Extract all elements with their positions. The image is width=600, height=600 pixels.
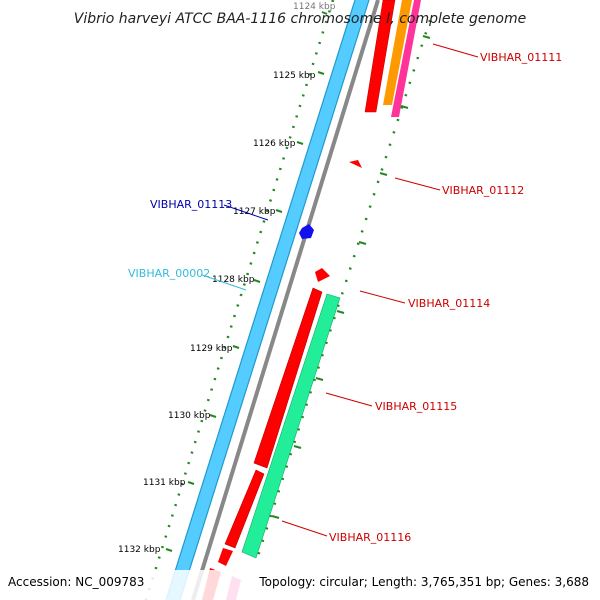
gene-callouts <box>201 43 479 537</box>
outer-ruler-tick <box>336 310 345 314</box>
callout-line <box>281 520 328 537</box>
gene-label-01114: VIBHAR_01114 <box>408 297 490 310</box>
ruler-tick-label: 1131 kbp <box>143 478 186 488</box>
outer-ruler-tick <box>379 172 388 176</box>
cds-feature-01111 <box>364 0 396 113</box>
orange-feature <box>383 0 412 105</box>
outer-ruler-tick <box>271 515 280 519</box>
ruler-tick <box>317 71 325 75</box>
ruler-tick <box>165 548 173 552</box>
ruler-tick <box>187 481 195 485</box>
gene-label-01116: VIBHAR_01116 <box>329 531 411 544</box>
gene-label-01115: VIBHAR_01115 <box>375 400 457 413</box>
ruler-tick-label: 1125 kbp <box>273 71 316 81</box>
backbone-edge-right <box>179 0 370 600</box>
ruler-tick-label: 1130 kbp <box>168 411 211 421</box>
cds-feature-01115 <box>253 287 323 469</box>
map-title: Vibrio harveyi ATCC BAA-1116 chromosome … <box>74 11 526 27</box>
gc-content-line <box>191 0 380 600</box>
ruler-labels: 1124 kbp 1125 kbp 1126 kbp 1127 kbp 1128… <box>118 2 336 555</box>
ruler-tick-label: 1127 kbp <box>233 207 276 217</box>
gene-label-01111: VIBHAR_01111 <box>480 51 562 64</box>
ruler-ticks <box>165 11 328 552</box>
footer-background <box>0 570 600 600</box>
ruler-tick-label: 1128 kbp <box>212 275 255 285</box>
callout-line <box>325 392 373 407</box>
gene-label-01112: VIBHAR_01112 <box>442 184 524 197</box>
green-feature <box>241 293 341 559</box>
callout-line <box>359 290 406 304</box>
outer-ruler-tick <box>422 35 431 39</box>
accession-label: Accession: NC_009783 <box>8 575 144 589</box>
ruler-tick <box>209 414 217 418</box>
gene-labels: VIBHAR_01111 VIBHAR_01112 VIBHAR_01113 V… <box>128 51 562 544</box>
pink-feature <box>391 0 421 117</box>
backbone-band <box>166 0 369 600</box>
ruler-tick-label: 1124 kbp <box>293 2 336 12</box>
cds-feature-01116 <box>224 469 265 549</box>
gene-label-01113: VIBHAR_01113 <box>150 198 232 211</box>
gene-feature-01113 <box>299 224 314 239</box>
ruler-tick <box>253 279 261 283</box>
ruler-tick-label: 1126 kbp <box>253 139 296 149</box>
outer-ruler-tick <box>400 105 409 109</box>
ruler-tick <box>296 141 304 145</box>
gene-label-00002: VIBHAR_00002 <box>128 267 210 280</box>
outer-ruler-tick <box>358 241 367 245</box>
ruler-tick <box>275 209 283 213</box>
callout-line <box>201 274 247 291</box>
outer-ruler-tick <box>315 377 324 381</box>
cds-arrow-01114 <box>315 268 330 282</box>
ruler-tick <box>321 11 328 15</box>
ruler-dots-outer <box>256 19 432 557</box>
backbone-edge <box>165 0 356 600</box>
gene-features-top <box>349 0 421 168</box>
callout-line <box>432 43 479 58</box>
ruler-tick-label: 1129 kbp <box>190 344 233 354</box>
cds-arrow-01112 <box>349 160 362 168</box>
outer-ruler-ticks <box>271 35 431 519</box>
outer-ruler-tick <box>293 445 302 449</box>
ruler-tick <box>232 345 240 349</box>
callout-line <box>223 204 269 221</box>
cds-feature-small <box>218 548 233 566</box>
ruler-tick-label: 1132 kbp <box>118 545 161 555</box>
callout-line <box>394 177 441 191</box>
genome-stats-label: Topology: circular; Length: 3,765,351 bp… <box>258 575 589 589</box>
backbone-track <box>165 0 370 600</box>
